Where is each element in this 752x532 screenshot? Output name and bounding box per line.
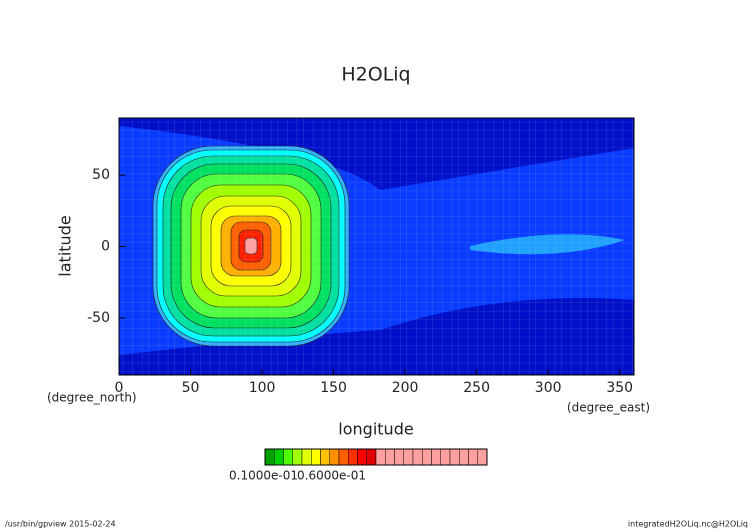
x-unit: (degree_east) [567, 401, 650, 415]
y-axis-label: latitude [56, 215, 75, 276]
low-region [119, 118, 634, 190]
colorbar-label: 0.1000e-01 [229, 469, 298, 483]
colorbar-swatch [357, 448, 367, 466]
colorbar-swatch [283, 448, 293, 466]
colorbar-swatch [394, 448, 404, 466]
band [470, 234, 625, 255]
contour-level [244, 237, 258, 255]
x-tick-label: 300 [535, 380, 562, 396]
colorbar-swatch [459, 448, 469, 466]
y-tick-label: -50 [87, 310, 110, 326]
x-tick-label: 250 [463, 380, 490, 396]
colorbar-swatch [440, 448, 451, 466]
colorbar-swatch [403, 448, 414, 466]
x-tick-label: 150 [320, 380, 347, 396]
colorbar-swatch [292, 448, 303, 466]
colorbar-swatch [311, 448, 321, 466]
colorbar-swatch [449, 448, 460, 466]
colorbar-swatch [477, 448, 488, 466]
colorbar-swatch [375, 448, 386, 466]
colorbar-swatch [348, 448, 358, 466]
colorbar-label: 0.6000e-01 [297, 469, 366, 483]
y-unit: (degree_north) [47, 391, 137, 405]
x-axis-label: longitude [338, 420, 413, 439]
colorbar-swatch [422, 448, 432, 466]
footer-left: /usr/bin/gpview 2015-02-24 [5, 520, 116, 529]
colorbar-swatch [320, 448, 330, 466]
y-tick-label: 50 [92, 167, 110, 183]
colorbar-swatch [468, 448, 478, 466]
x-tick-label: 100 [249, 380, 276, 396]
contour-field [119, 118, 634, 375]
colorbar-swatch [412, 448, 423, 466]
y-tick-label: 0 [101, 239, 110, 255]
colorbar-frame [264, 448, 488, 466]
x-tick-label: 50 [182, 380, 200, 396]
colorbar-swatch [385, 448, 395, 466]
chart-title: H2OLiq [341, 64, 410, 86]
colorbar-swatch [264, 448, 275, 466]
footer-right: integratedH2OLiq.nc@H2OLiq [628, 520, 748, 529]
colorbar-swatch [274, 448, 284, 466]
x-tick-label: 0 [115, 380, 124, 396]
x-tick-label: 200 [392, 380, 419, 396]
low-region [119, 298, 634, 375]
x-tick-label: 350 [606, 380, 633, 396]
colorbar-swatch [431, 448, 441, 466]
colorbar-swatch [301, 448, 312, 466]
colorbar-swatch [329, 448, 340, 466]
colorbar-swatch [338, 448, 349, 466]
colorbar-swatch [366, 448, 377, 466]
